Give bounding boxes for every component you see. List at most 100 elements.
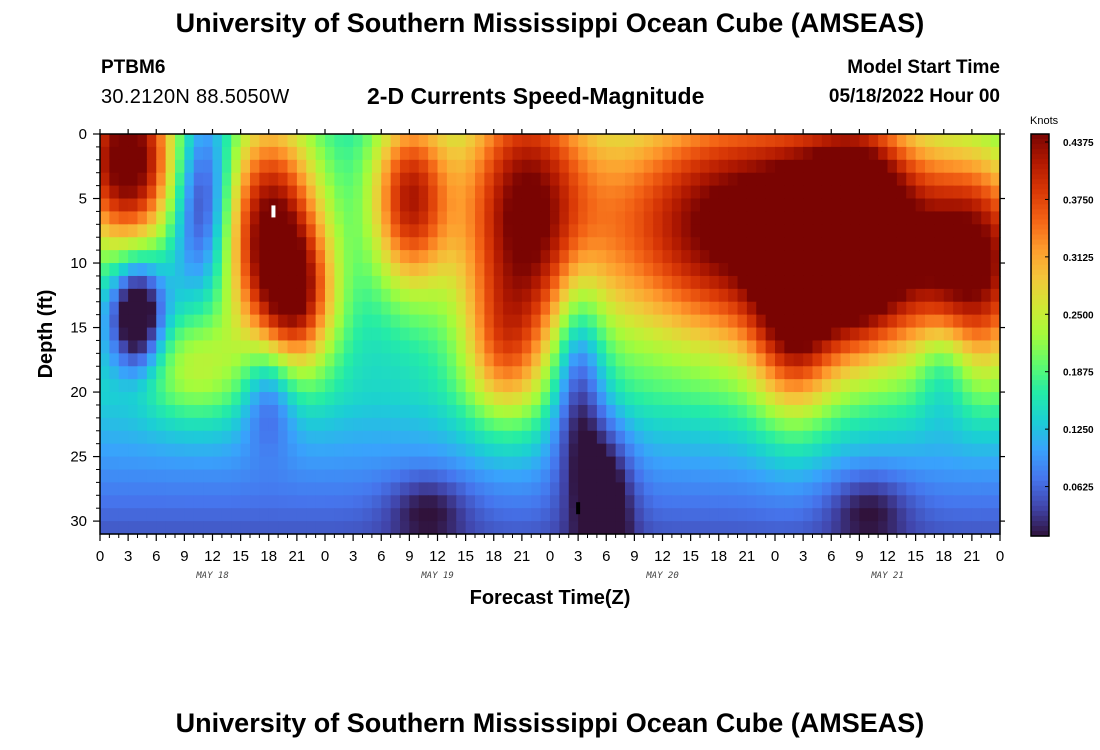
heatmap-cell (840, 379, 851, 393)
heatmap-cell (634, 146, 645, 161)
heatmap-cell (446, 404, 457, 419)
heatmap-cell (390, 366, 401, 380)
heatmap-cell (812, 340, 823, 354)
heatmap-cell (156, 521, 167, 535)
heatmap-cell (550, 314, 560, 329)
heatmap-cell (568, 237, 579, 251)
heatmap-cell (803, 392, 814, 406)
heatmap-cell (146, 469, 157, 483)
heatmap-cell (681, 353, 692, 367)
colorbar-swatch (1031, 465, 1049, 472)
heatmap-cell (615, 134, 626, 148)
heatmap-cell (746, 198, 757, 213)
heatmap-cell (943, 482, 954, 496)
heatmap-cell (475, 482, 485, 496)
heatmap-cell (559, 482, 570, 496)
heatmap-cell (409, 198, 420, 213)
heatmap-cell (606, 404, 617, 419)
heatmap-cell (521, 288, 532, 303)
heatmap-cell (100, 185, 110, 200)
heatmap-cell (746, 224, 757, 238)
heatmap-cell (746, 288, 757, 303)
heatmap-cell (118, 172, 129, 187)
heatmap-cell (681, 134, 692, 148)
heatmap-cell (503, 482, 514, 496)
heatmap-cell (775, 417, 785, 432)
heatmap-cell (756, 392, 767, 406)
heatmap-cell (221, 430, 232, 445)
heatmap-cell (550, 211, 560, 225)
heatmap-cell (100, 379, 110, 393)
heatmap-cell (859, 443, 870, 458)
heatmap-cell (737, 263, 748, 277)
heatmap-cell (165, 185, 176, 200)
heatmap-cell (503, 456, 514, 471)
heatmap-cell (606, 146, 617, 161)
heatmap-cell (156, 340, 167, 354)
heatmap-cell (231, 379, 242, 393)
heatmap-cell (212, 430, 223, 445)
heatmap-cell (690, 159, 701, 174)
heatmap-cell (934, 404, 945, 419)
heatmap-cell (381, 211, 392, 225)
heatmap-cell (165, 301, 176, 316)
heatmap-cell (109, 301, 120, 316)
heatmap-cell (165, 159, 176, 174)
heatmap-cell (390, 263, 401, 277)
heatmap-cell (615, 495, 626, 509)
heatmap-cell (100, 366, 110, 380)
colorbar-tick-label: 0.0625 (1063, 483, 1094, 494)
heatmap-cell (784, 443, 795, 458)
heatmap-cell (475, 172, 485, 187)
heatmap-cell (165, 327, 176, 342)
heatmap-cell (568, 404, 579, 419)
heatmap-cell (887, 134, 898, 148)
heatmap-cell (184, 134, 195, 148)
heatmap-cell (137, 275, 148, 290)
heatmap-cell (521, 224, 532, 238)
heatmap-cell (550, 250, 560, 264)
heatmap-cell (943, 392, 954, 406)
heatmap-cell (400, 275, 410, 290)
x-tick-label: 0 (96, 548, 104, 565)
heatmap-cell (184, 275, 195, 290)
heatmap-cell (765, 392, 776, 406)
heatmap-cell (784, 198, 795, 213)
heatmap-cell (671, 495, 682, 509)
colorbar-swatch (1031, 224, 1049, 231)
heatmap-cell (531, 353, 542, 367)
colorbar-swatch (1031, 370, 1049, 376)
heatmap-cell (671, 482, 682, 496)
heatmap-cell (521, 417, 532, 432)
heatmap-cell (962, 288, 973, 303)
heatmap-cell (137, 482, 148, 496)
heatmap-cell (315, 508, 326, 522)
heatmap-cell (268, 134, 279, 148)
heatmap-cell (343, 327, 354, 342)
heatmap-cell (221, 508, 232, 522)
heatmap-cell (662, 508, 673, 522)
heatmap-cell (475, 327, 485, 342)
heatmap-cell (606, 327, 617, 342)
heatmap-cell (896, 430, 907, 445)
heatmap-cell (868, 134, 879, 148)
heatmap-cell (971, 392, 982, 406)
heatmap-cell (746, 430, 757, 445)
heatmap-cell (278, 288, 289, 303)
heatmap-cell (821, 469, 832, 483)
heatmap-cell (578, 456, 589, 471)
colorbar-swatch (1031, 490, 1049, 497)
heatmap-cell (259, 482, 270, 496)
heatmap-cell (559, 456, 570, 471)
heatmap-cell (775, 469, 785, 483)
heatmap-cell (484, 134, 495, 148)
heatmap-cell (981, 392, 992, 406)
heatmap-cell (840, 469, 851, 483)
heatmap-cell (353, 508, 364, 522)
heatmap-cell (503, 508, 514, 522)
heatmap-cell (315, 288, 326, 303)
heatmap-cell (306, 211, 317, 225)
heatmap-cell (587, 340, 598, 354)
heatmap-cell (718, 198, 729, 213)
heatmap-cell (728, 482, 739, 496)
